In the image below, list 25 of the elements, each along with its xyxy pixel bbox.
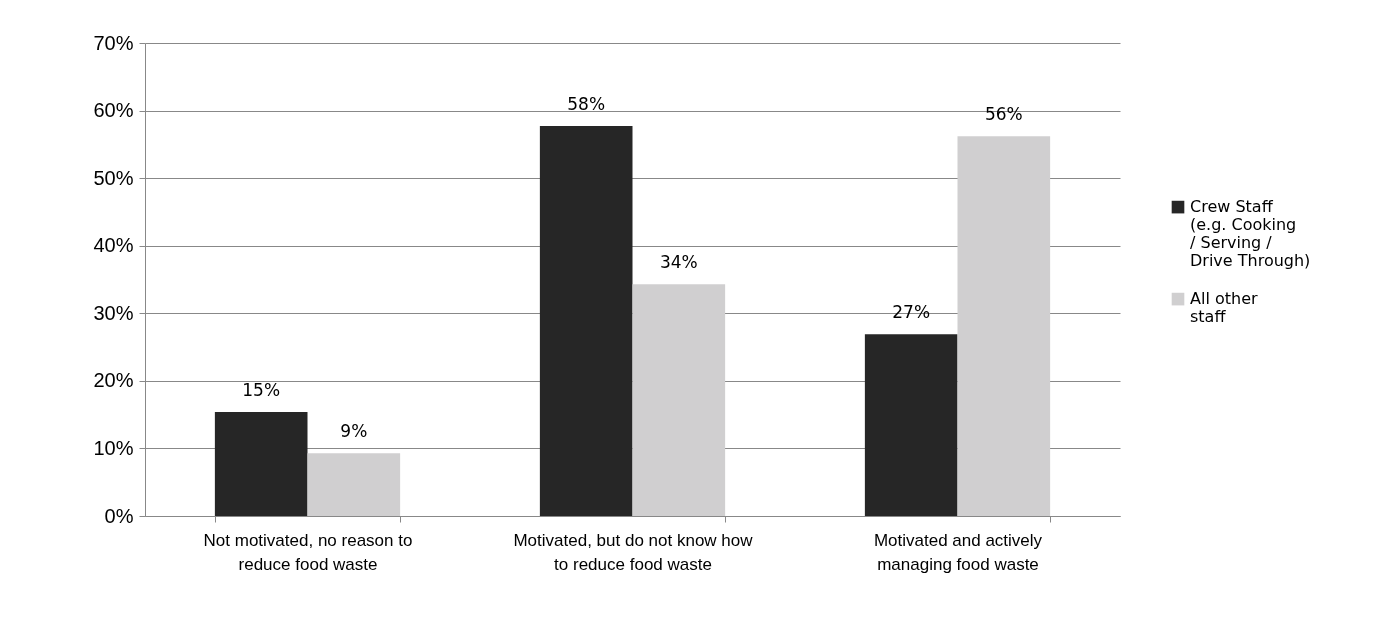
y-tick-label: 60% (93, 99, 134, 122)
data-label: 34% (659, 252, 698, 273)
bar (632, 284, 726, 516)
bar (864, 334, 958, 516)
bar (957, 136, 1051, 516)
bar (214, 411, 308, 516)
data-label: 58% (567, 94, 606, 115)
bar (307, 453, 401, 516)
data-label: 56% (984, 104, 1023, 125)
y-tick-label: 0% (104, 504, 134, 527)
data-label: 9% (340, 421, 368, 442)
y-tick-label: 50% (93, 166, 134, 189)
y-tick-label: 70% (93, 31, 134, 54)
y-tick-label: 40% (93, 234, 134, 257)
legend-label: All other staff (1190, 289, 1258, 327)
data-label: 15% (242, 379, 281, 400)
x-tick-label: Motivated, but do not know how to reduce food waste (513, 530, 754, 574)
y-tick-label: 10% (93, 436, 134, 459)
legend-label: Crew Staff (e.g. Cooking / Serving / Drive Through) (1190, 197, 1311, 271)
y-tick-label: 30% (93, 301, 134, 324)
x-tick-label: Not motivated, no reason to reduce food waste (203, 530, 413, 574)
x-tick-label: Motivated and actively managing food waste (873, 530, 1043, 574)
bar (539, 126, 633, 516)
data-label: 27% (892, 302, 931, 323)
y-tick-label: 20% (93, 369, 134, 392)
